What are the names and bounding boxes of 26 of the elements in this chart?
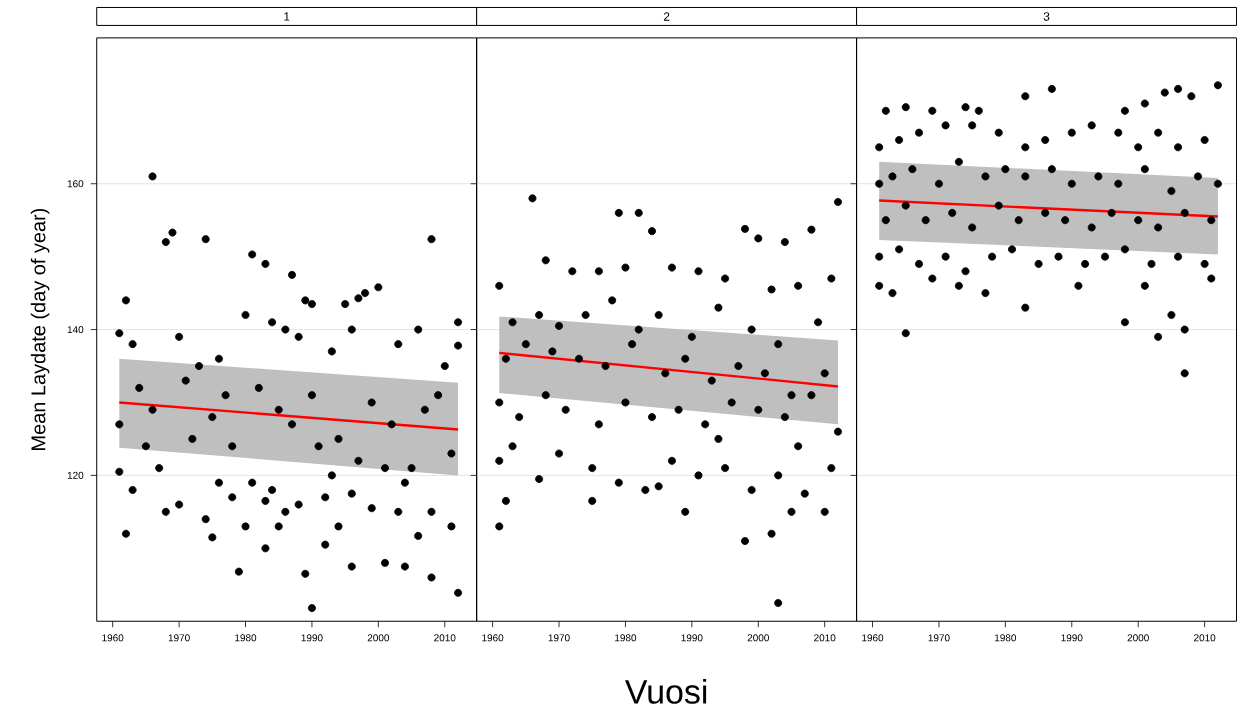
x-tick-label: 2010 [434,634,456,642]
y-tick-label: 120 [67,471,84,479]
x-tick-label: 1980 [995,634,1017,642]
y-tick-label: 160 [67,180,84,188]
x-tick-label: 1990 [681,634,703,642]
x-tick-label: 1970 [548,634,570,642]
x-tick-label: 1960 [862,634,884,642]
chart-title: 1 [284,12,290,21]
x-tick-label: 1970 [928,634,950,642]
x-tick-label: 1960 [482,634,504,642]
x-axis-title: Vuosi [625,678,707,704]
x-tick-label: 2000 [367,634,390,642]
x-tick-label: 1980 [615,634,637,642]
chart-title: 2 [663,12,670,21]
x-tick-label: 1990 [301,634,323,642]
x-tick-label: 2010 [814,634,836,642]
x-tick-label: 1970 [168,634,190,642]
chart-title: 3 [1043,12,1050,21]
x-tick-label: 1960 [102,634,124,642]
y-tick-label: 140 [67,326,84,334]
x-tick-label: 2010 [1194,634,1216,642]
x-tick-label: 1980 [235,634,257,642]
x-tick-label: 1990 [1061,634,1083,642]
y-axis-title: Mean Laydate (day of year) [30,208,50,450]
x-tick-label: 2000 [1127,634,1149,642]
x-tick-label: 2000 [747,634,769,642]
